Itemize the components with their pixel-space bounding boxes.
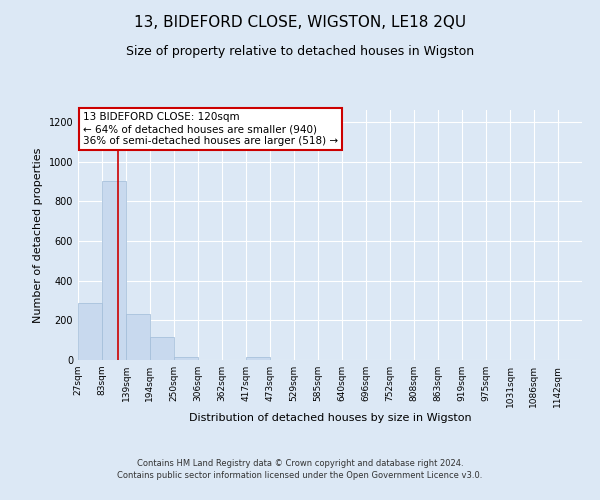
Text: 13 BIDEFORD CLOSE: 120sqm
← 64% of detached houses are smaller (940)
36% of semi: 13 BIDEFORD CLOSE: 120sqm ← 64% of detac…	[83, 112, 338, 146]
Bar	[150, 337, 174, 360]
Y-axis label: Number of detached properties: Number of detached properties	[33, 148, 43, 322]
Text: Size of property relative to detached houses in Wigston: Size of property relative to detached ho…	[126, 45, 474, 58]
Bar	[78, 304, 102, 360]
Bar	[174, 357, 198, 360]
Bar	[102, 182, 126, 360]
Text: 13, BIDEFORD CLOSE, WIGSTON, LE18 2QU: 13, BIDEFORD CLOSE, WIGSTON, LE18 2QU	[134, 15, 466, 30]
Bar	[126, 314, 150, 360]
X-axis label: Distribution of detached houses by size in Wigston: Distribution of detached houses by size …	[188, 412, 472, 422]
Text: Contains HM Land Registry data © Crown copyright and database right 2024.
Contai: Contains HM Land Registry data © Crown c…	[118, 458, 482, 480]
Bar	[246, 357, 270, 360]
